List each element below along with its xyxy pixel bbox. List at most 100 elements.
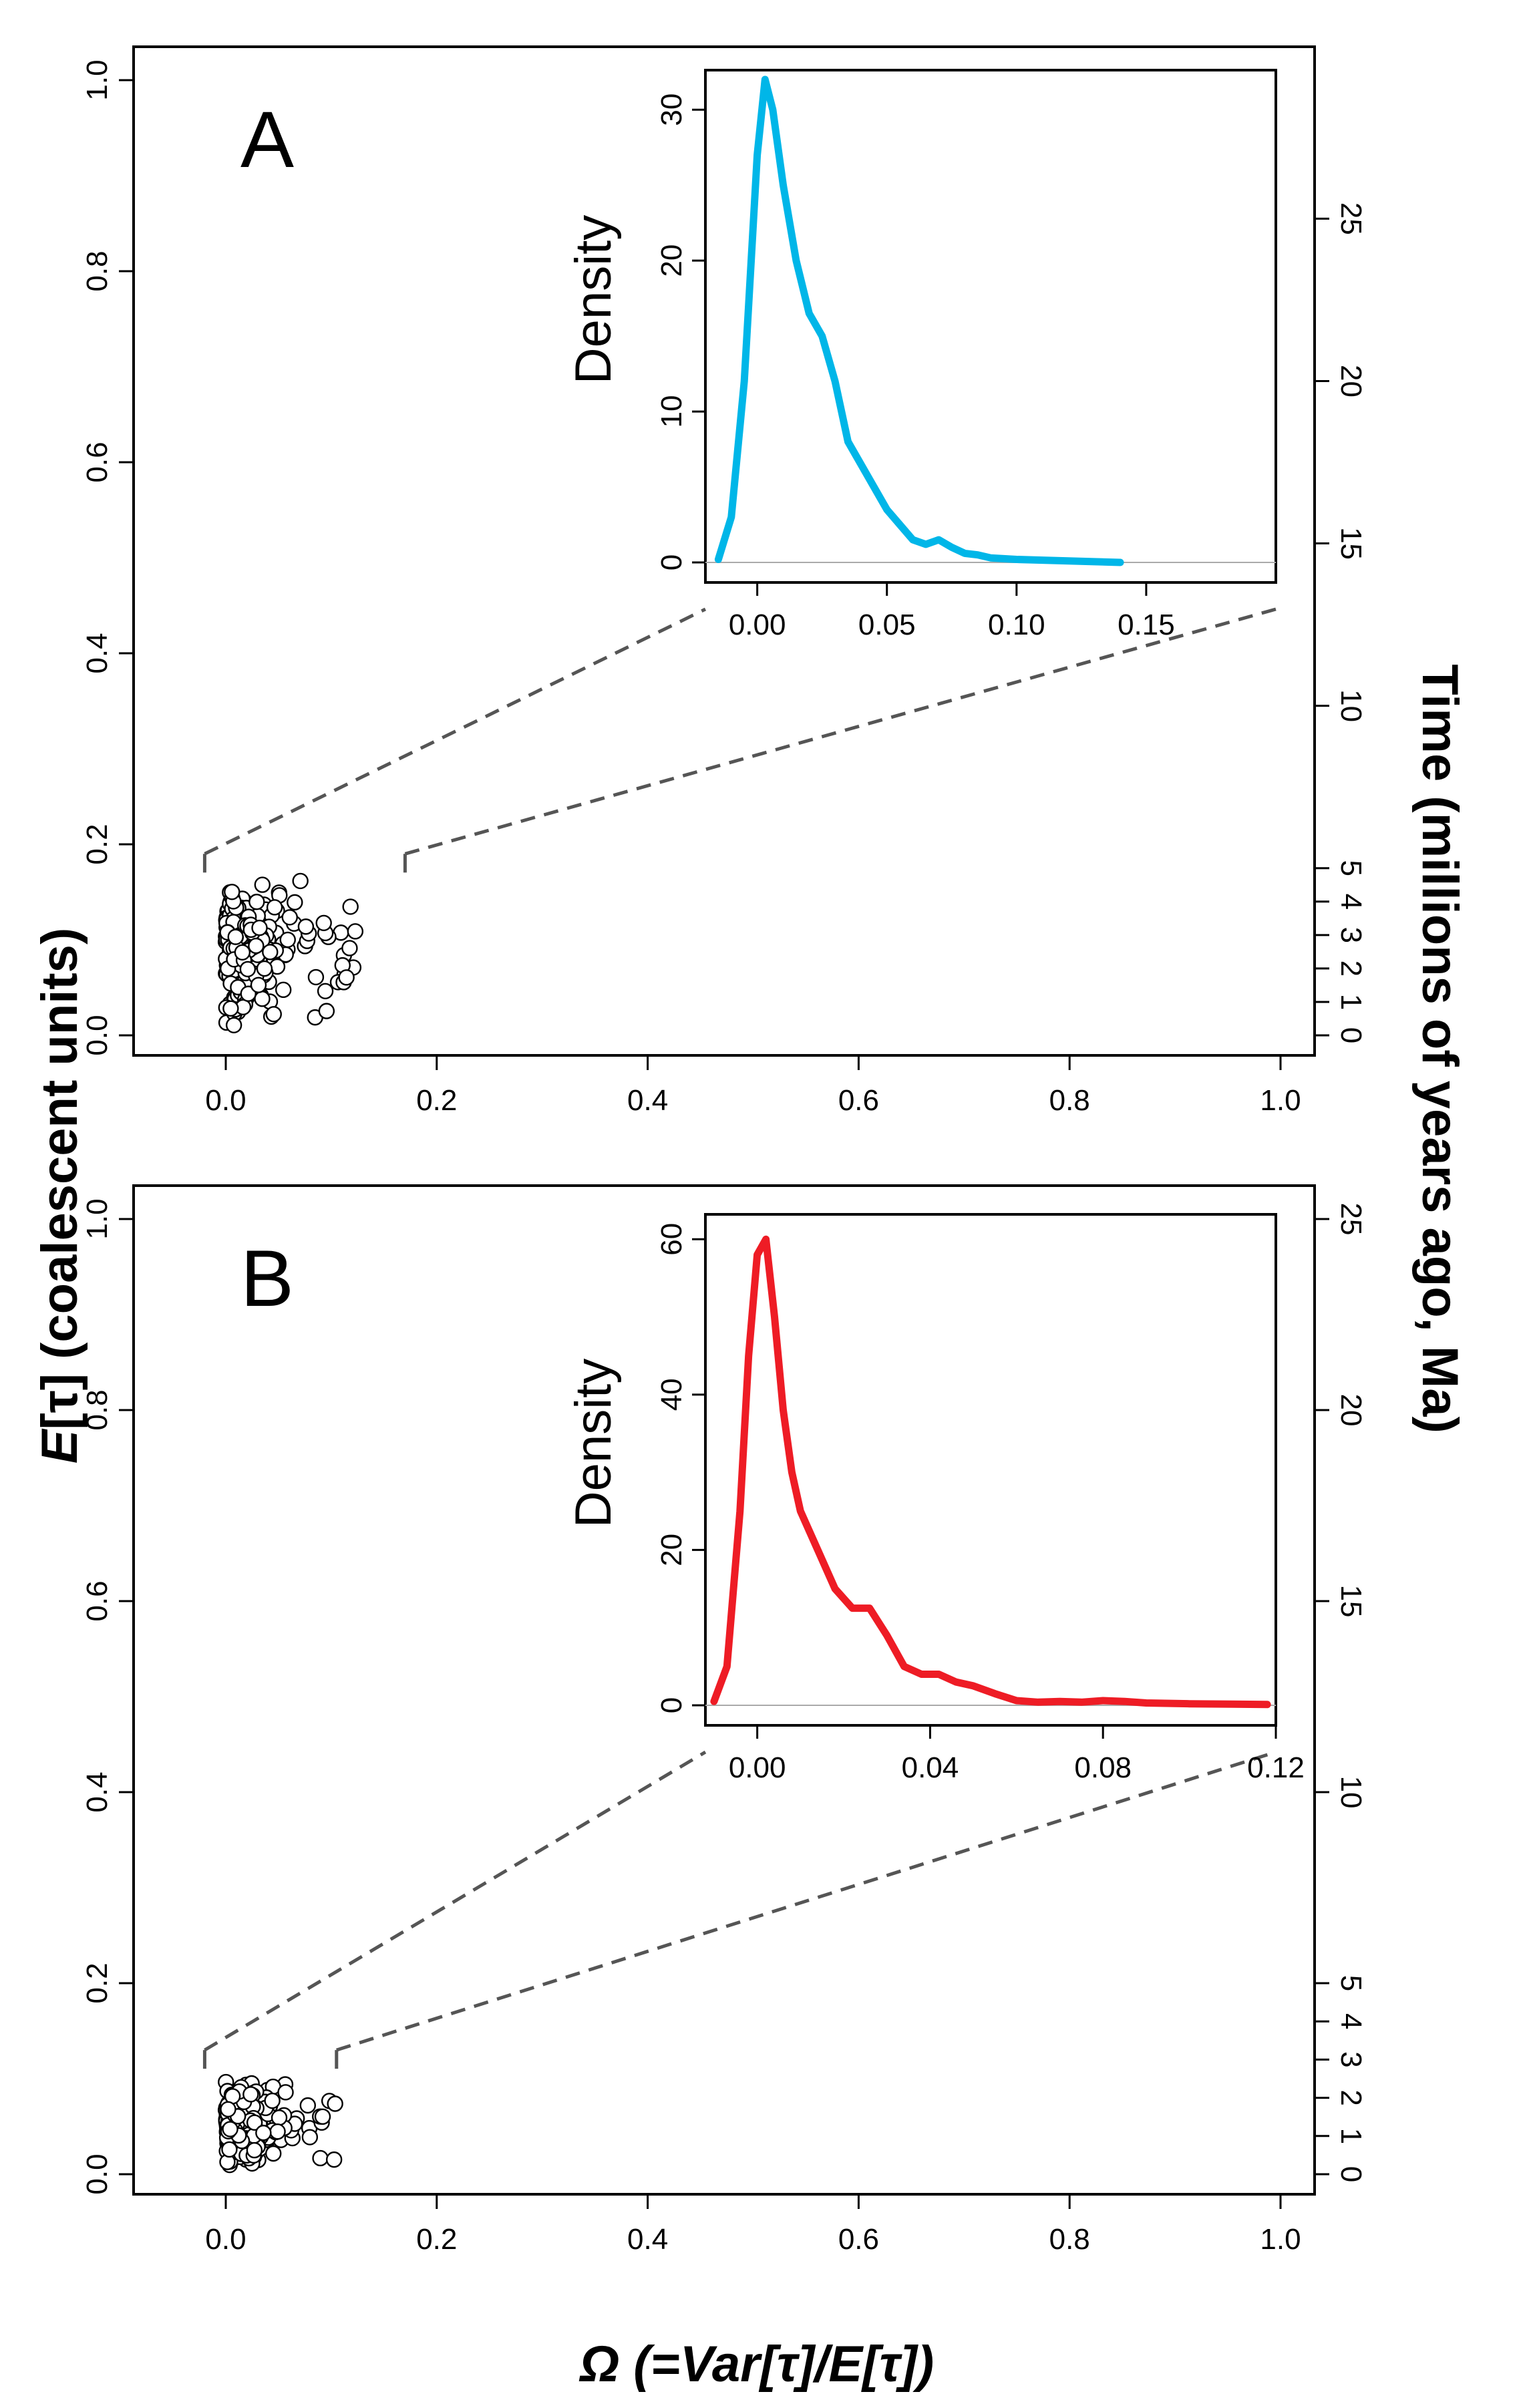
scatter-point [301,2129,319,2145]
scatter-point [297,918,315,935]
scatter-point [221,2141,238,2158]
scatter-point [315,914,332,931]
x-tick-label: 0.4 [627,2223,668,2256]
y-tick-label: 0.4 [81,633,114,673]
x-tick-label: 0.8 [1049,2223,1090,2256]
density-inset: 0.00 0.05 0.10 0.15 0 10 20 30 Density [565,69,1277,641]
density-line [710,1235,1271,1709]
x-tick-label: 0.0 [205,1084,246,1117]
y-tick-label: 0.6 [81,1580,114,1621]
inset-y-tick-label: 0 [655,554,688,570]
inset-frame [704,69,1277,584]
x-tick-label: 0.2 [416,2223,457,2256]
right-tick-label: 0 [1335,1027,1367,1043]
scatter-point [266,899,283,916]
y-tick-label: 0.0 [81,2154,114,2194]
right-tick-label: 2 [1335,2089,1367,2105]
zoom-line-right [336,1750,1277,2052]
right-tick-label: 4 [1335,2013,1367,2029]
scatter-point [227,928,244,945]
inset-x-tick-label: 0.12 [1247,1751,1305,1784]
scatter-point [275,981,292,999]
scatter-point [265,1006,282,1023]
scatter-point [269,2123,286,2140]
scatter-point [327,2095,343,2112]
scatter-point [248,937,265,955]
inset-y-tick-label: 40 [655,1378,688,1411]
right-tick-label: 25 [1335,1203,1367,1236]
scatter-point [312,2149,329,2167]
right-tick-label: 1 [1335,2128,1367,2144]
panel-letter: B [240,1234,294,1323]
scatter-point [222,2121,238,2137]
y-tick-label: 0.2 [81,1962,114,2003]
inset-ylabel: Density [565,1359,622,1528]
x-tick-label: 0.4 [627,1084,668,1117]
inset-x-tick-label: 0.04 [902,1751,959,1784]
scatter-point [240,985,257,1002]
scatter-point [239,961,257,978]
y-tick-label: 0.0 [81,1015,114,1055]
panel-b: 0.0 0.2 0.4 0.6 0.8 1.0 0.0 0.2 0.4 0.6 0.8 1.0 0 1 2 3… [81,1184,1367,2256]
inset-x-tick-label: 0.00 [729,1751,786,1784]
zoom-line-right [404,607,1277,856]
y-axis-title: E[τ] (coalescent units) [31,928,88,1464]
scatter-point [224,884,240,900]
inset-x-tick-label: 0.08 [1074,1751,1132,1784]
scatter-point [250,977,267,993]
y-tick-label: 0.6 [81,442,114,482]
plot-frame [132,1184,1316,2196]
right-tick-label: 0 [1335,2166,1367,2182]
x-tick-label: 1.0 [1260,1084,1301,1117]
y-tick-label: 0.8 [81,1389,114,1430]
zoom-line-left [204,607,707,856]
scatter-point [279,931,296,949]
scatter-point [341,940,358,957]
right-tick-label: 10 [1335,689,1367,722]
scatter-point [234,944,251,961]
scatter-point [254,876,271,893]
scatter-point [265,2145,282,2162]
right-tick-label: 2 [1335,961,1367,977]
x-tick-label: 1.0 [1260,2223,1301,2256]
inset-y-tick-label: 10 [655,395,688,428]
inset-y-tick-label: 30 [655,94,688,126]
right-tick-label: 20 [1335,1394,1367,1427]
scatter-point [325,2151,343,2168]
scatter-point [264,2092,281,2109]
right-tick-label: 1 [1335,994,1367,1010]
y-tick-label: 0.2 [81,824,114,864]
scatter-point [256,960,273,977]
right-tick-label: 25 [1335,202,1367,235]
right-tick-label: 3 [1335,927,1367,943]
scatter-point [255,2124,272,2141]
inset-y-tick-label: 20 [655,244,688,277]
scatter-point [220,2101,236,2117]
x-tick-label: 0.8 [1049,1084,1090,1117]
scatter-point [277,2084,294,2101]
scatter-point [287,894,303,911]
x-axis-title: Ω (=Var[τ]/E[τ]) [578,2336,934,2393]
y-tick-label: 0.8 [81,250,114,291]
plot-frame [132,45,1316,1057]
right-tick-label: 15 [1335,527,1367,560]
right-tick-label: 20 [1335,365,1367,397]
inset-y-tick-label: 20 [655,1534,688,1566]
inset-x-tick-label: 0.00 [729,609,786,641]
density-inset: 0.00 0.04 0.08 0.12 0 20 40 60 Density [565,1213,1305,1784]
right-tick-label: 3 [1335,2051,1367,2067]
scatter-point [318,1003,335,1019]
scatter-point [342,898,359,915]
right-tick-label: 5 [1335,1975,1367,1991]
right-tick-label: 5 [1335,860,1367,876]
x-tick-label: 0.6 [838,1084,879,1117]
inset-x-tick-label: 0.15 [1118,609,1175,641]
scatter-point [317,983,334,999]
scatter-point [314,2108,331,2125]
scatter-point [281,909,298,926]
y-tick-label: 0.4 [81,1771,114,1812]
inset-frame [704,1213,1277,1727]
y-axis-title-main: [τ] (coalescent units) [31,928,88,1430]
scatter-point [246,2114,263,2131]
